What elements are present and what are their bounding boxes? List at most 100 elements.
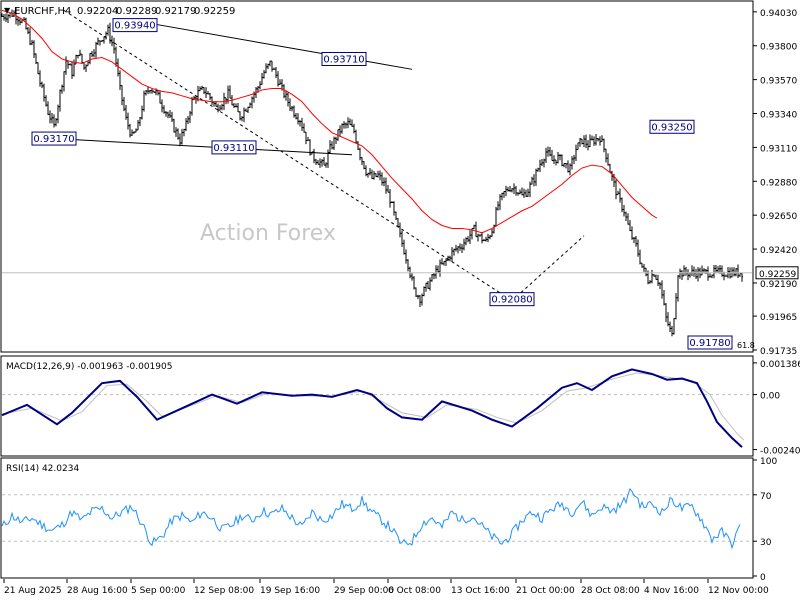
rsi-line — [1, 487, 741, 550]
price-bar — [363, 161, 365, 170]
time-axis: 21 Aug 2025 28 Aug 16:00 5 Sep 00:00 12 Sep… — [3, 579, 769, 596]
price-bar — [317, 160, 319, 165]
rsi-tick-label: 0 — [760, 573, 766, 583]
price-bar — [453, 248, 455, 256]
price-bar — [667, 312, 669, 327]
price-bar — [657, 274, 659, 286]
price-bar — [219, 104, 221, 111]
price-bar — [27, 26, 29, 35]
price-bar — [171, 111, 173, 123]
macd-layer — [1, 368, 752, 448]
price-bar — [721, 265, 723, 277]
price-bar — [573, 154, 575, 165]
price-bar — [19, 18, 21, 26]
price-bar — [671, 325, 673, 337]
price-bar — [419, 294, 421, 307]
price-bar — [611, 170, 613, 181]
rsi-title: RSI(14) 42.0234 — [6, 464, 79, 474]
price-bar — [405, 249, 407, 264]
price-bar — [209, 93, 211, 101]
price-bar — [259, 81, 261, 90]
price-tick-label: 0.93340 — [760, 111, 797, 121]
price-bar — [701, 265, 703, 276]
price-bar — [347, 117, 349, 129]
price-bar — [541, 158, 543, 167]
price-bar — [113, 37, 115, 54]
price-annotation: 0.92080 — [489, 292, 535, 307]
rsi-layer — [1, 487, 752, 550]
price-bar — [153, 90, 155, 93]
price-bar — [237, 102, 239, 113]
price-bar — [13, 10, 15, 18]
price-bar — [475, 221, 477, 238]
price-bar — [359, 147, 361, 161]
price-axis: 0.94030 0.93800 0.93570 0.93340 0.93110 0.928… — [753, 9, 799, 357]
price-bar — [53, 114, 55, 128]
rsi-axis: 100 70 30 0 — [753, 457, 777, 583]
price-bar — [17, 17, 19, 26]
price-bar — [63, 71, 65, 92]
price-annotation: 0.93250 — [649, 119, 695, 134]
price-bar — [533, 174, 535, 187]
price-bar — [459, 243, 461, 251]
price-bar — [49, 110, 51, 124]
price-bar — [187, 116, 189, 125]
price-bar — [211, 96, 213, 106]
price-bar — [659, 282, 661, 290]
price-bar — [739, 273, 741, 277]
price-bar — [217, 103, 219, 113]
price-bar — [333, 136, 335, 150]
svg-text:0.92080: 0.92080 — [491, 295, 532, 306]
price-bar — [365, 165, 367, 177]
price-bar — [519, 189, 521, 195]
price-bar — [323, 156, 325, 166]
price-bar — [245, 108, 247, 112]
price-tick-label: 0.92650 — [760, 212, 797, 222]
price-tick-label: 0.93800 — [760, 43, 797, 53]
price-bar — [387, 185, 389, 193]
price-bar — [97, 37, 99, 46]
price-bar — [653, 274, 655, 277]
price-bar — [247, 106, 249, 113]
price-bar — [203, 86, 205, 95]
price-bar — [303, 123, 305, 133]
price-bar — [149, 89, 151, 94]
price-bars — [1, 7, 743, 337]
price-bar — [633, 237, 635, 244]
price-bar — [617, 190, 619, 196]
price-bar — [663, 289, 665, 306]
price-bar — [539, 159, 541, 173]
price-bar — [99, 40, 101, 46]
price-bar — [357, 141, 359, 150]
price-bar — [683, 265, 685, 277]
price-bar — [735, 267, 737, 277]
price-bar — [605, 148, 607, 163]
price-bar — [115, 46, 117, 67]
time-tick-label: 28 Aug 16:00 — [67, 586, 128, 596]
price-bar — [403, 239, 405, 255]
price-bar — [233, 102, 235, 109]
price-bar — [423, 286, 425, 297]
price-bar — [427, 281, 429, 289]
price-bar — [143, 90, 145, 112]
price-bar — [425, 282, 427, 292]
price-bar — [145, 90, 147, 96]
price-bar — [289, 98, 291, 112]
price-bar — [461, 243, 463, 253]
price-bar — [151, 88, 153, 94]
macd-tick-label: 0.00 — [760, 392, 780, 402]
price-bar — [551, 149, 553, 162]
price-bar — [31, 39, 33, 46]
price-bar — [553, 155, 555, 164]
price-bar — [555, 159, 557, 166]
time-tick-label: 5 Sep 00:00 — [131, 586, 186, 596]
price-bar — [119, 70, 121, 90]
price-bar — [665, 302, 667, 323]
price-bar — [221, 103, 223, 111]
price-bar — [579, 137, 581, 147]
price-bar — [191, 96, 193, 116]
macd-main-line — [1, 368, 743, 448]
price-bar — [489, 234, 491, 240]
